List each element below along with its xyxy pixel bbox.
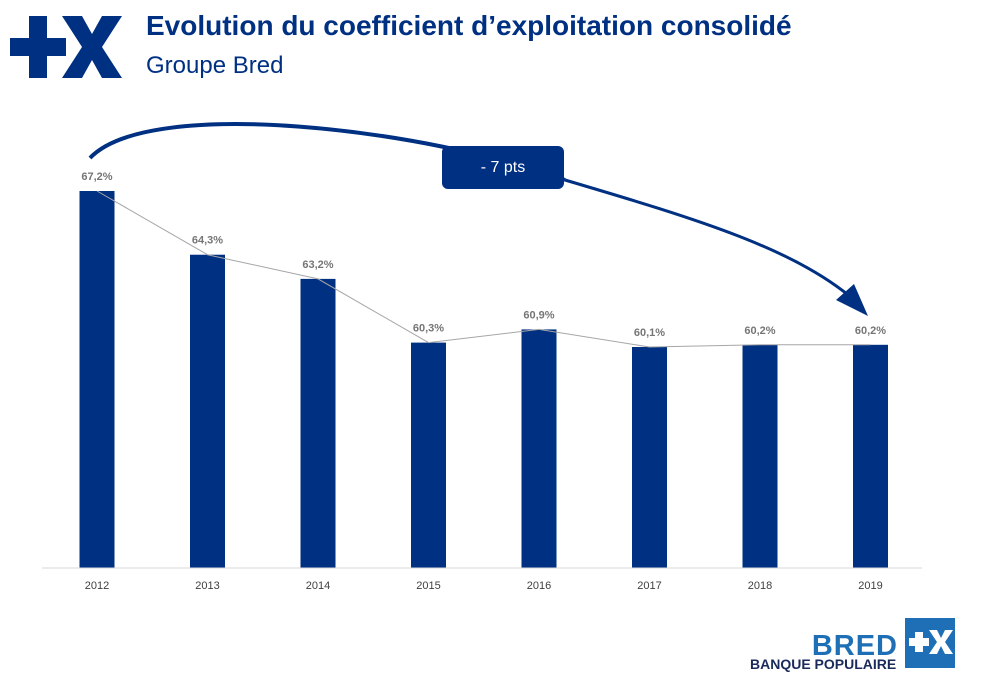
- x-tick-2013: 2013: [195, 580, 219, 592]
- trend-arrow-pointer: [564, 178, 862, 307]
- bar-2014: [300, 278, 336, 568]
- data-label-2018: 60,2%: [744, 325, 775, 337]
- bar-2013: [190, 254, 225, 568]
- data-label-2017: 60,1%: [634, 327, 665, 339]
- page-subtitle: Groupe Bred: [146, 52, 284, 79]
- brand-subtitle: BANQUE POPULAIRE: [750, 656, 897, 672]
- data-label-2016: 60,9%: [523, 309, 554, 321]
- bar-2016: [521, 329, 557, 568]
- x-tick-2012: 2012: [85, 580, 109, 592]
- plus-x-logo-icon: [10, 16, 122, 78]
- bar-2019: [853, 344, 888, 568]
- data-label-2013: 64,3%: [192, 235, 223, 247]
- data-label-2014: 63,2%: [302, 259, 333, 271]
- bar-2012: [79, 191, 115, 568]
- x-tick-2017: 2017: [637, 580, 661, 592]
- bar-2015: [411, 342, 446, 568]
- brand-logo: BRED BANQUE POPULAIRE: [748, 618, 958, 678]
- callout-badge: - 7 pts: [442, 146, 564, 189]
- trend-arrowhead: [836, 284, 868, 316]
- x-tick-2016: 2016: [527, 580, 551, 592]
- trend-line: [96, 190, 871, 348]
- x-tick-2014: 2014: [306, 580, 330, 592]
- plus-x-logo-icon: [905, 618, 955, 668]
- page-title: Evolution du coefficient d’exploitation …: [146, 10, 792, 41]
- data-label-2019: 60,2%: [855, 325, 886, 337]
- x-tick-2015: 2015: [416, 580, 440, 592]
- bar-2017: [632, 347, 667, 568]
- data-label-2012: 67,2%: [81, 171, 112, 183]
- x-tick-2019: 2019: [858, 580, 882, 592]
- x-tick-2018: 2018: [748, 580, 772, 592]
- data-label-2015: 60,3%: [413, 323, 444, 335]
- bar-2018: [742, 344, 778, 568]
- brand-name: BRED: [811, 630, 898, 662]
